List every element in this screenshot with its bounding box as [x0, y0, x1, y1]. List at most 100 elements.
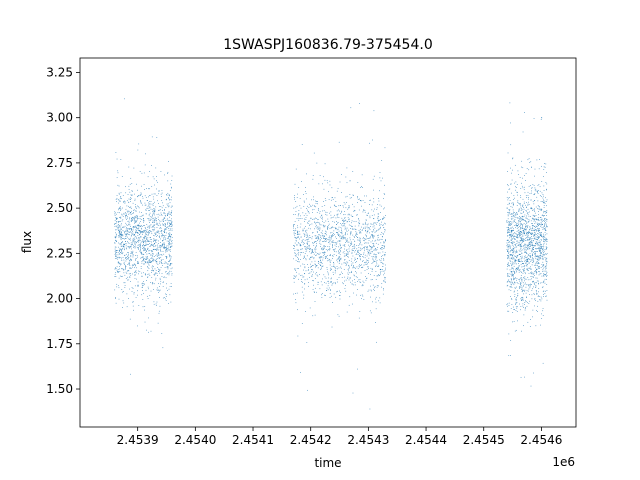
data-point: [332, 247, 333, 248]
data-point: [536, 294, 538, 296]
data-point: [538, 282, 539, 284]
data-point: [541, 117, 542, 118]
data-point: [521, 217, 523, 219]
data-point: [339, 290, 340, 292]
data-point: [512, 255, 514, 257]
data-point: [130, 197, 131, 199]
data-point: [150, 201, 152, 202]
data-point: [347, 276, 349, 278]
data-point: [135, 225, 137, 227]
data-point: [521, 299, 523, 300]
data-point: [544, 203, 546, 204]
data-point: [363, 299, 365, 300]
data-point: [123, 259, 125, 261]
data-point: [336, 232, 338, 233]
data-point: [305, 311, 307, 312]
data-point: [519, 234, 521, 236]
data-point: [545, 246, 547, 248]
data-point: [340, 257, 342, 259]
data-point: [170, 264, 171, 265]
data-point: [340, 213, 341, 215]
data-point: [541, 192, 543, 194]
data-point: [115, 239, 116, 241]
data-point: [127, 264, 129, 265]
data-point: [134, 241, 136, 242]
data-point: [543, 207, 545, 208]
data-point: [121, 198, 122, 200]
data-point: [515, 252, 517, 253]
data-point: [528, 239, 530, 241]
data-point: [381, 247, 382, 248]
data-point: [117, 254, 119, 256]
data-point: [155, 279, 156, 281]
data-point: [525, 237, 527, 238]
data-point: [170, 220, 172, 222]
data-point: [138, 225, 140, 227]
data-point: [534, 232, 536, 234]
data-point: [370, 296, 371, 298]
data-point: [129, 228, 131, 230]
data-point: [169, 228, 171, 230]
data-point: [293, 281, 295, 283]
data-point: [357, 251, 358, 252]
data-point: [543, 166, 545, 168]
data-point: [357, 239, 359, 241]
data-point: [334, 248, 336, 250]
data-point: [312, 249, 313, 251]
data-point: [543, 247, 544, 249]
data-point: [134, 255, 136, 256]
data-point: [302, 252, 304, 253]
data-point: [138, 270, 139, 272]
data-point: [530, 256, 531, 258]
data-point: [524, 260, 525, 262]
data-point: [338, 250, 340, 252]
data-point: [506, 242, 508, 244]
data-point: [520, 261, 522, 263]
data-point: [364, 238, 366, 239]
data-point: [383, 242, 384, 244]
data-point: [323, 210, 325, 212]
data-point: [384, 245, 386, 247]
data-point: [155, 255, 157, 256]
data-point: [528, 219, 530, 220]
data-point: [120, 238, 122, 240]
data-point: [129, 276, 131, 278]
data-point: [310, 256, 312, 258]
data-point: [509, 200, 511, 201]
data-point: [147, 249, 148, 250]
data-point: [347, 240, 348, 242]
data-point: [333, 249, 335, 250]
data-point: [362, 260, 364, 261]
data-point: [516, 212, 518, 214]
data-point: [381, 256, 382, 257]
data-point: [520, 243, 522, 245]
data-point: [128, 224, 130, 225]
data-point: [153, 301, 155, 303]
data-point: [138, 244, 140, 246]
data-point: [538, 238, 539, 240]
data-point: [366, 214, 368, 216]
data-point: [340, 251, 342, 253]
data-point: [151, 226, 153, 228]
data-point: [540, 196, 542, 197]
data-point: [521, 216, 523, 217]
data-point: [513, 236, 515, 238]
data-point: [329, 248, 331, 250]
data-point: [152, 211, 153, 213]
data-point: [521, 234, 523, 235]
data-point: [151, 282, 153, 283]
data-point: [543, 290, 545, 292]
data-point: [145, 274, 147, 276]
data-point: [373, 256, 374, 258]
data-point: [362, 248, 364, 250]
data-point: [531, 240, 532, 242]
data-point: [370, 290, 372, 292]
data-point: [384, 277, 386, 278]
data-point: [506, 249, 508, 250]
data-point: [143, 247, 144, 248]
data-point: [315, 265, 317, 267]
data-point: [368, 268, 369, 269]
data-point: [118, 193, 120, 195]
data-point: [524, 232, 526, 233]
data-point: [308, 269, 309, 271]
